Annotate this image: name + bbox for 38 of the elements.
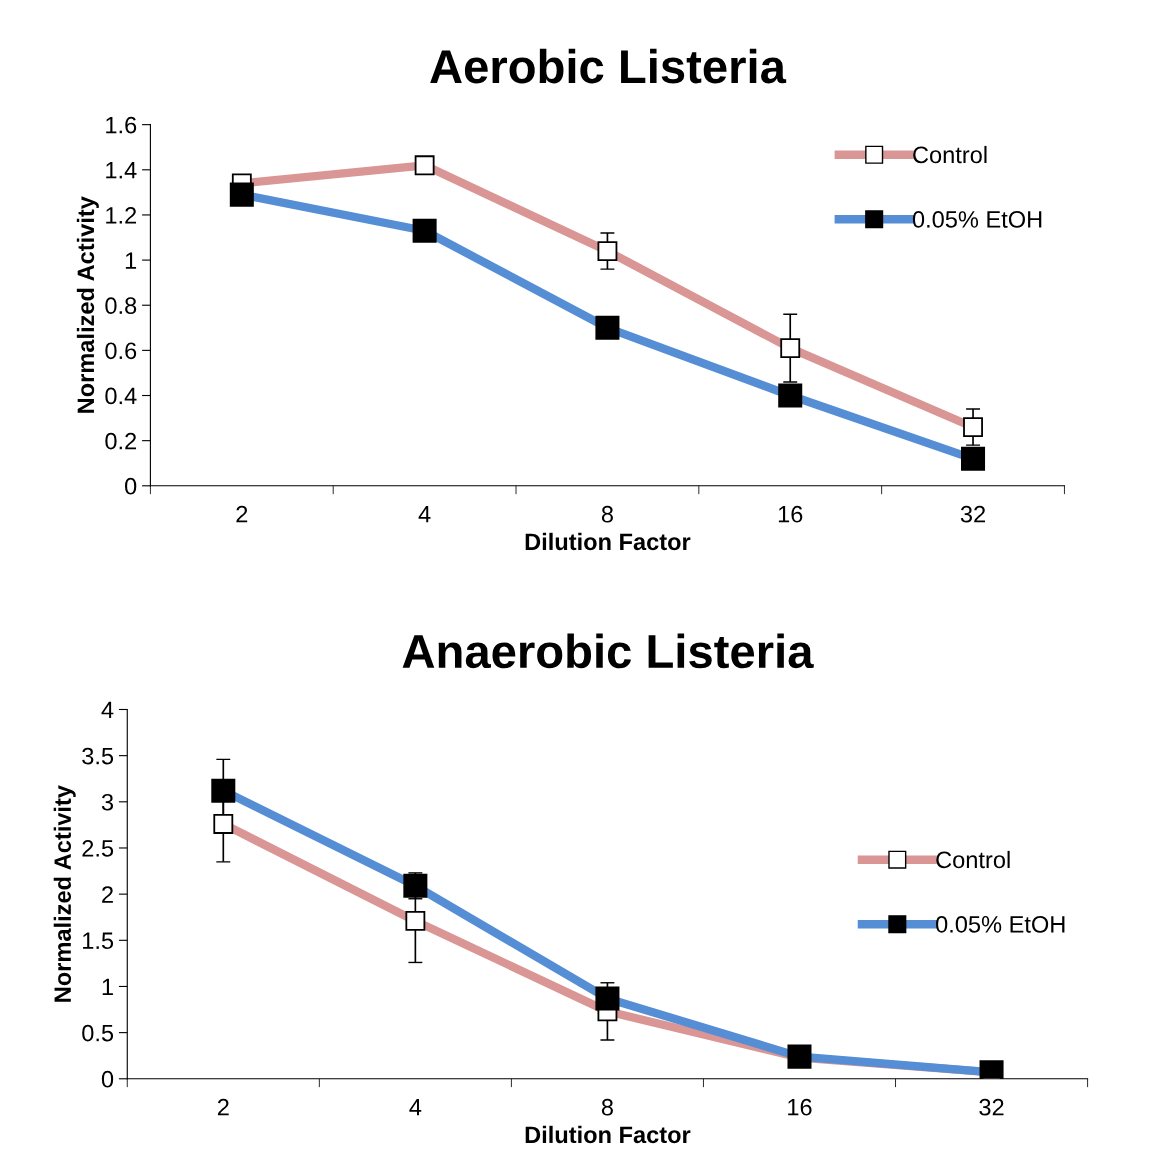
x-tick-label: 16 [778, 505, 803, 523]
y-tick-label: 1.4 [106, 162, 137, 179]
legend-label: 0.05% EtOH [936, 916, 1065, 933]
x-axis-title: Dilution Factor [525, 532, 691, 551]
x-tick-label: 4 [409, 1099, 422, 1116]
y-axis-title: Normalized Activity [53, 785, 76, 1002]
y-tick-label: 1.6 [106, 116, 137, 134]
x-tick-label: 2 [217, 1098, 229, 1116]
x-axis-title: Dilution Factor [525, 1125, 691, 1144]
x-tick-label: 32 [979, 1098, 1004, 1116]
y-axis-title: Normalized Activity [76, 196, 99, 413]
y-tick-label: 0.2 [105, 432, 137, 450]
y-tick-label: 1.2 [106, 207, 137, 224]
legend-label: 0.05% EtOH [912, 211, 1042, 228]
x-tick-label: 4 [418, 506, 431, 523]
y-tick-label: 0.6 [105, 342, 137, 360]
x-tick-label: 32 [960, 505, 985, 523]
y-tick-label: 3.5 [82, 747, 114, 765]
y-tick-label: 2 [102, 886, 113, 903]
x-tick-label: 2 [236, 505, 248, 523]
y-tick-label: 2.5 [82, 840, 114, 857]
y-tick-label: 4 [101, 701, 114, 719]
legend-label: Control [936, 850, 1010, 869]
x-tick-label: 16 [788, 1098, 812, 1116]
x-tick-label: 8 [601, 505, 613, 523]
y-tick-label: 1.5 [83, 932, 114, 950]
y-tick-label: 0.8 [105, 297, 137, 315]
y-tick-label: 0 [125, 477, 137, 495]
y-tick-label: 1 [102, 978, 113, 996]
y-tick-label: 0.5 [82, 1024, 114, 1042]
y-tick-label: 3 [101, 793, 114, 811]
y-tick-label: 0 [101, 1070, 114, 1088]
legend-label: Control [913, 145, 987, 164]
chart-title: Aerobic Listeria [430, 48, 787, 84]
x-tick-label: 8 [601, 1098, 613, 1116]
chart-title: Anaerobic Listeria [402, 633, 814, 669]
y-tick-label: 0.4 [105, 387, 137, 405]
y-tick-label: 1 [125, 252, 137, 269]
